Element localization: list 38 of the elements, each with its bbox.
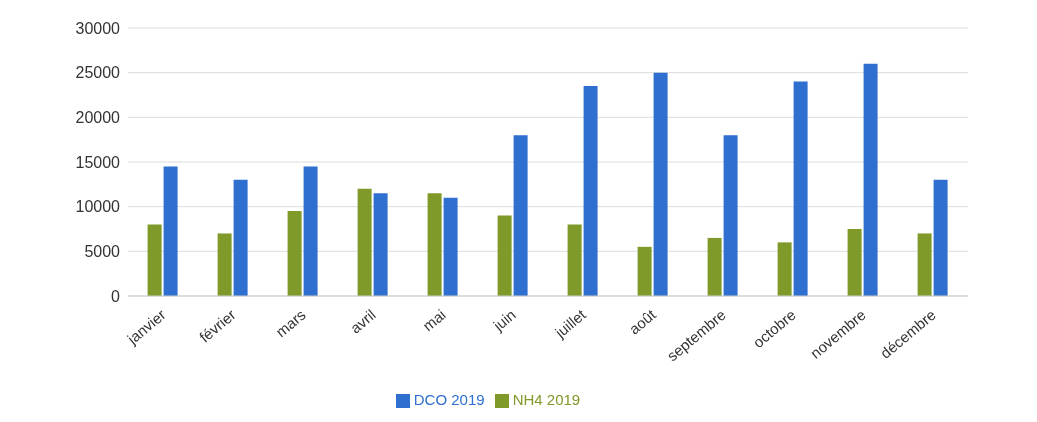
bar xyxy=(513,135,528,296)
y-tick-label: 10000 xyxy=(75,198,121,216)
bar xyxy=(707,237,722,296)
legend-label: NH4 2019 xyxy=(512,390,581,408)
y-tick-label: 20000 xyxy=(75,109,121,126)
x-tick-label: avril xyxy=(346,305,379,337)
bar xyxy=(303,166,318,296)
y-tick-label: 5000 xyxy=(84,242,121,260)
bar xyxy=(583,86,598,296)
bar xyxy=(637,246,652,296)
bar xyxy=(287,211,302,296)
x-tick-label: août xyxy=(625,305,660,338)
bar xyxy=(233,179,248,296)
bar xyxy=(917,233,932,296)
bar xyxy=(653,72,668,296)
bar xyxy=(443,197,458,296)
bar xyxy=(567,224,582,296)
y-tick-label: 15000 xyxy=(75,153,121,171)
bar xyxy=(217,233,232,296)
bar xyxy=(777,242,792,296)
bar xyxy=(373,193,388,296)
x-tick-label: juin xyxy=(489,305,519,335)
x-tick-label: mars xyxy=(272,305,309,341)
y-tick-label: 30000 xyxy=(75,19,121,37)
x-tick-label: mai xyxy=(419,305,449,335)
legend-label: DCO 2019 xyxy=(413,390,485,408)
bar xyxy=(427,193,442,296)
bar xyxy=(723,135,738,296)
bar xyxy=(793,81,808,296)
bar xyxy=(497,215,512,296)
bar xyxy=(163,166,178,296)
bar xyxy=(147,224,162,296)
y-tick-label: 25000 xyxy=(75,64,121,82)
bar xyxy=(863,63,878,296)
bar xyxy=(847,228,862,296)
bar xyxy=(933,179,948,296)
bar xyxy=(357,188,372,296)
y-tick-label: 0 xyxy=(111,287,121,305)
